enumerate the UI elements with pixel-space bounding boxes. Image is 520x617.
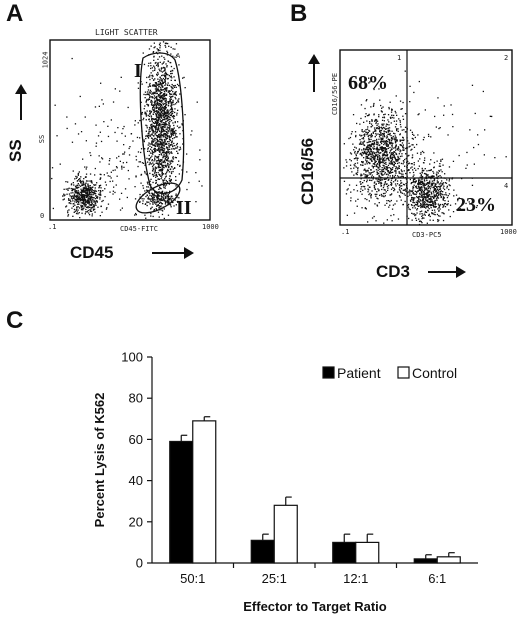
bar-patient bbox=[332, 541, 357, 564]
quadrant-4-label: 4 bbox=[504, 182, 509, 190]
bar-control bbox=[192, 420, 217, 564]
panel-b-xright: 1000 bbox=[500, 228, 517, 236]
panel-b-xarrow-shaft bbox=[428, 271, 458, 273]
right-arrow-icon bbox=[184, 247, 194, 259]
x-tick-label: 12:1 bbox=[343, 571, 368, 586]
bar-control bbox=[273, 504, 298, 564]
panel-b-xleft: .1 bbox=[341, 228, 350, 236]
gate-1-tag: A bbox=[176, 52, 181, 60]
gate-1-outline bbox=[139, 52, 185, 195]
x-tick-label: 25:1 bbox=[262, 571, 287, 586]
y-tick-label: 20 bbox=[129, 514, 143, 529]
panel-b-frame bbox=[339, 49, 513, 226]
bar-control bbox=[436, 556, 461, 564]
bar-patient bbox=[413, 558, 438, 564]
panel-a-ybottom: 0 bbox=[40, 212, 45, 220]
panel-a-xmid: CD45-FITC bbox=[120, 225, 158, 233]
panel-b-xmid: CD3-PC5 bbox=[412, 231, 442, 239]
panel-b-plot: CD16/56-PE .1 CD3-PC5 1000 1 2 4 68% 23% bbox=[331, 49, 517, 239]
panel-a-dots bbox=[51, 41, 203, 220]
up-arrow-icon bbox=[308, 54, 320, 64]
panel-a-xright: 1000 bbox=[202, 223, 219, 231]
quadrant-2-label: 2 bbox=[504, 54, 509, 62]
panel-a-xlabel: CD45 bbox=[70, 243, 114, 262]
chart-xlabel: Effector to Target Ratio bbox=[243, 599, 387, 614]
quadrant-1-label: 1 bbox=[397, 54, 402, 62]
bar-patient bbox=[169, 440, 194, 564]
right-arrow-icon bbox=[456, 266, 466, 278]
y-tick-label: 80 bbox=[129, 391, 143, 406]
y-tick-label: 60 bbox=[129, 432, 143, 447]
x-tick-label: 6:1 bbox=[428, 571, 446, 586]
chart-ticks: 0 20 40 60 80 100 50:1 25:1 12:1 6:1 bbox=[121, 350, 446, 587]
lower-right-percent: 23% bbox=[456, 194, 496, 216]
bar-patient bbox=[250, 539, 275, 564]
panel-a-yarrow-shaft bbox=[20, 92, 22, 120]
panel-a-xarrow-shaft bbox=[152, 252, 186, 254]
legend-swatch-patient bbox=[322, 366, 335, 379]
y-tick-label: 0 bbox=[136, 556, 143, 571]
panel-b-letter: B bbox=[290, 0, 308, 27]
panel-b-xlabel: CD3 bbox=[376, 262, 411, 281]
chart-legend: Patient Control bbox=[322, 365, 457, 381]
panel-b-yarrow-shaft bbox=[313, 62, 315, 92]
bar-control bbox=[355, 541, 380, 564]
y-tick-label: 40 bbox=[129, 473, 143, 488]
panel-a-plot: LIGHT SCATTER 1024 SS 0 .1 CD45-FITC 100… bbox=[38, 28, 219, 233]
legend-label-patient: Patient bbox=[337, 365, 381, 381]
up-arrow-icon bbox=[15, 84, 27, 94]
panel-a-header: LIGHT SCATTER bbox=[95, 28, 158, 37]
chart-bars bbox=[169, 416, 461, 564]
chart-ylabel: Percent Lysis of K562 bbox=[92, 393, 107, 528]
upper-left-percent: 68% bbox=[348, 72, 388, 94]
legend-swatch-control bbox=[397, 366, 410, 379]
x-tick-label: 50:1 bbox=[180, 571, 205, 586]
panel-a-xleft: .1 bbox=[48, 223, 57, 231]
panel-a-letter: A bbox=[6, 0, 24, 27]
panel-c-letter: C bbox=[6, 307, 24, 334]
gate-2-outline bbox=[135, 182, 181, 214]
gate-1-label: I bbox=[134, 60, 142, 82]
panel-a-frame bbox=[49, 39, 211, 221]
legend-label-control: Control bbox=[412, 365, 457, 381]
gate-2-label: II bbox=[176, 197, 192, 219]
y-tick-label: 100 bbox=[121, 350, 143, 365]
